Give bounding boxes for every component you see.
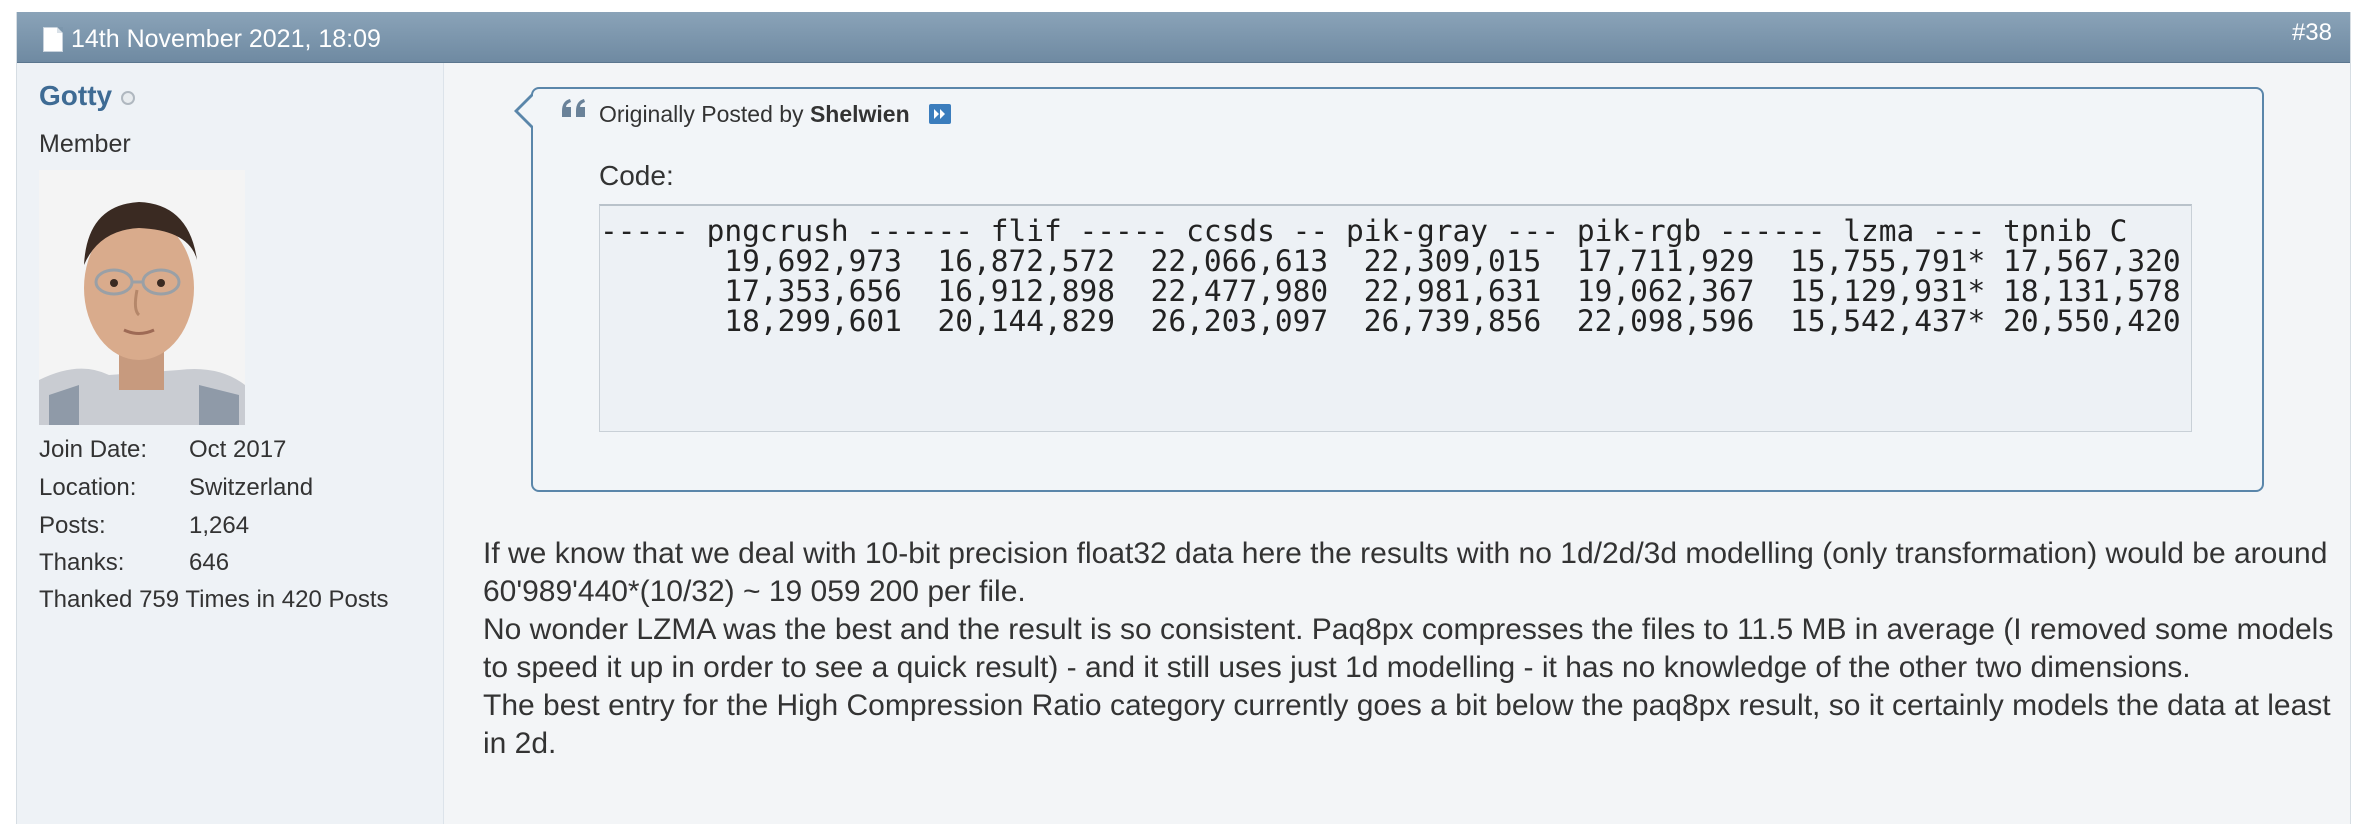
posts-label: Posts: [39, 512, 106, 539]
code-line: 18,299,601 20,144,829 26,203,097 26,739,… [600, 304, 2181, 338]
message-paragraph: The best entry for the High Compression … [483, 689, 2331, 760]
username-link[interactable]: Gotty [39, 80, 113, 111]
message-paragraph: If we know that we deal with 10-bit prec… [483, 537, 2328, 608]
join-date-value: Oct 2017 [189, 436, 287, 463]
message-paragraph: No wonder LZMA was the best and the resu… [483, 613, 2334, 684]
avatar-image [39, 170, 245, 425]
offline-status-icon [121, 91, 135, 105]
quote-icon [562, 99, 585, 117]
thanks-value: 646 [189, 549, 230, 576]
post-message: If we know that we deal with 10-bit prec… [483, 535, 2343, 763]
document-icon [43, 27, 63, 52]
view-post-icon[interactable] [929, 104, 951, 124]
code-line: 17,353,656 16,912,898 22,477,980 22,981,… [600, 274, 2181, 308]
thanks-label: Thanks: [39, 549, 125, 576]
forum-post: 14th November 2021, 18:09 #38 Gotty Memb… [16, 12, 2351, 824]
location-value: Switzerland [189, 474, 314, 501]
user-sidebar: Gotty Member Join Date: Oct 201 [17, 63, 444, 824]
quote-block: Originally Posted by Shelwien Code: ----… [514, 87, 2264, 492]
quote-attribution: Originally Posted by Shelwien [599, 99, 910, 129]
code-block[interactable]: ----- pngcrush ------ flif ----- ccsds -… [599, 204, 2192, 432]
thanked-summary: Thanked 759 Times in 420 Posts [39, 586, 389, 613]
user-title: Member [39, 130, 131, 158]
join-date-label: Join Date: [39, 436, 148, 463]
code-line: 19,692,973 16,872,572 22,066,613 22,309,… [600, 244, 2181, 278]
code-label: Code: [599, 160, 674, 191]
posts-value: 1,264 [189, 512, 250, 539]
location-label: Location: [39, 474, 137, 501]
quote-author: Shelwien [809, 101, 910, 127]
post-date: 14th November 2021, 18:09 [71, 25, 381, 53]
quote-prefix: Originally Posted by [599, 101, 804, 127]
post-number-link[interactable]: #38 [2291, 19, 2332, 46]
avatar[interactable] [39, 170, 245, 425]
post-header: 14th November 2021, 18:09 #38 [17, 12, 2350, 63]
code-line: ----- pngcrush ------ flif ----- ccsds -… [600, 214, 2128, 248]
